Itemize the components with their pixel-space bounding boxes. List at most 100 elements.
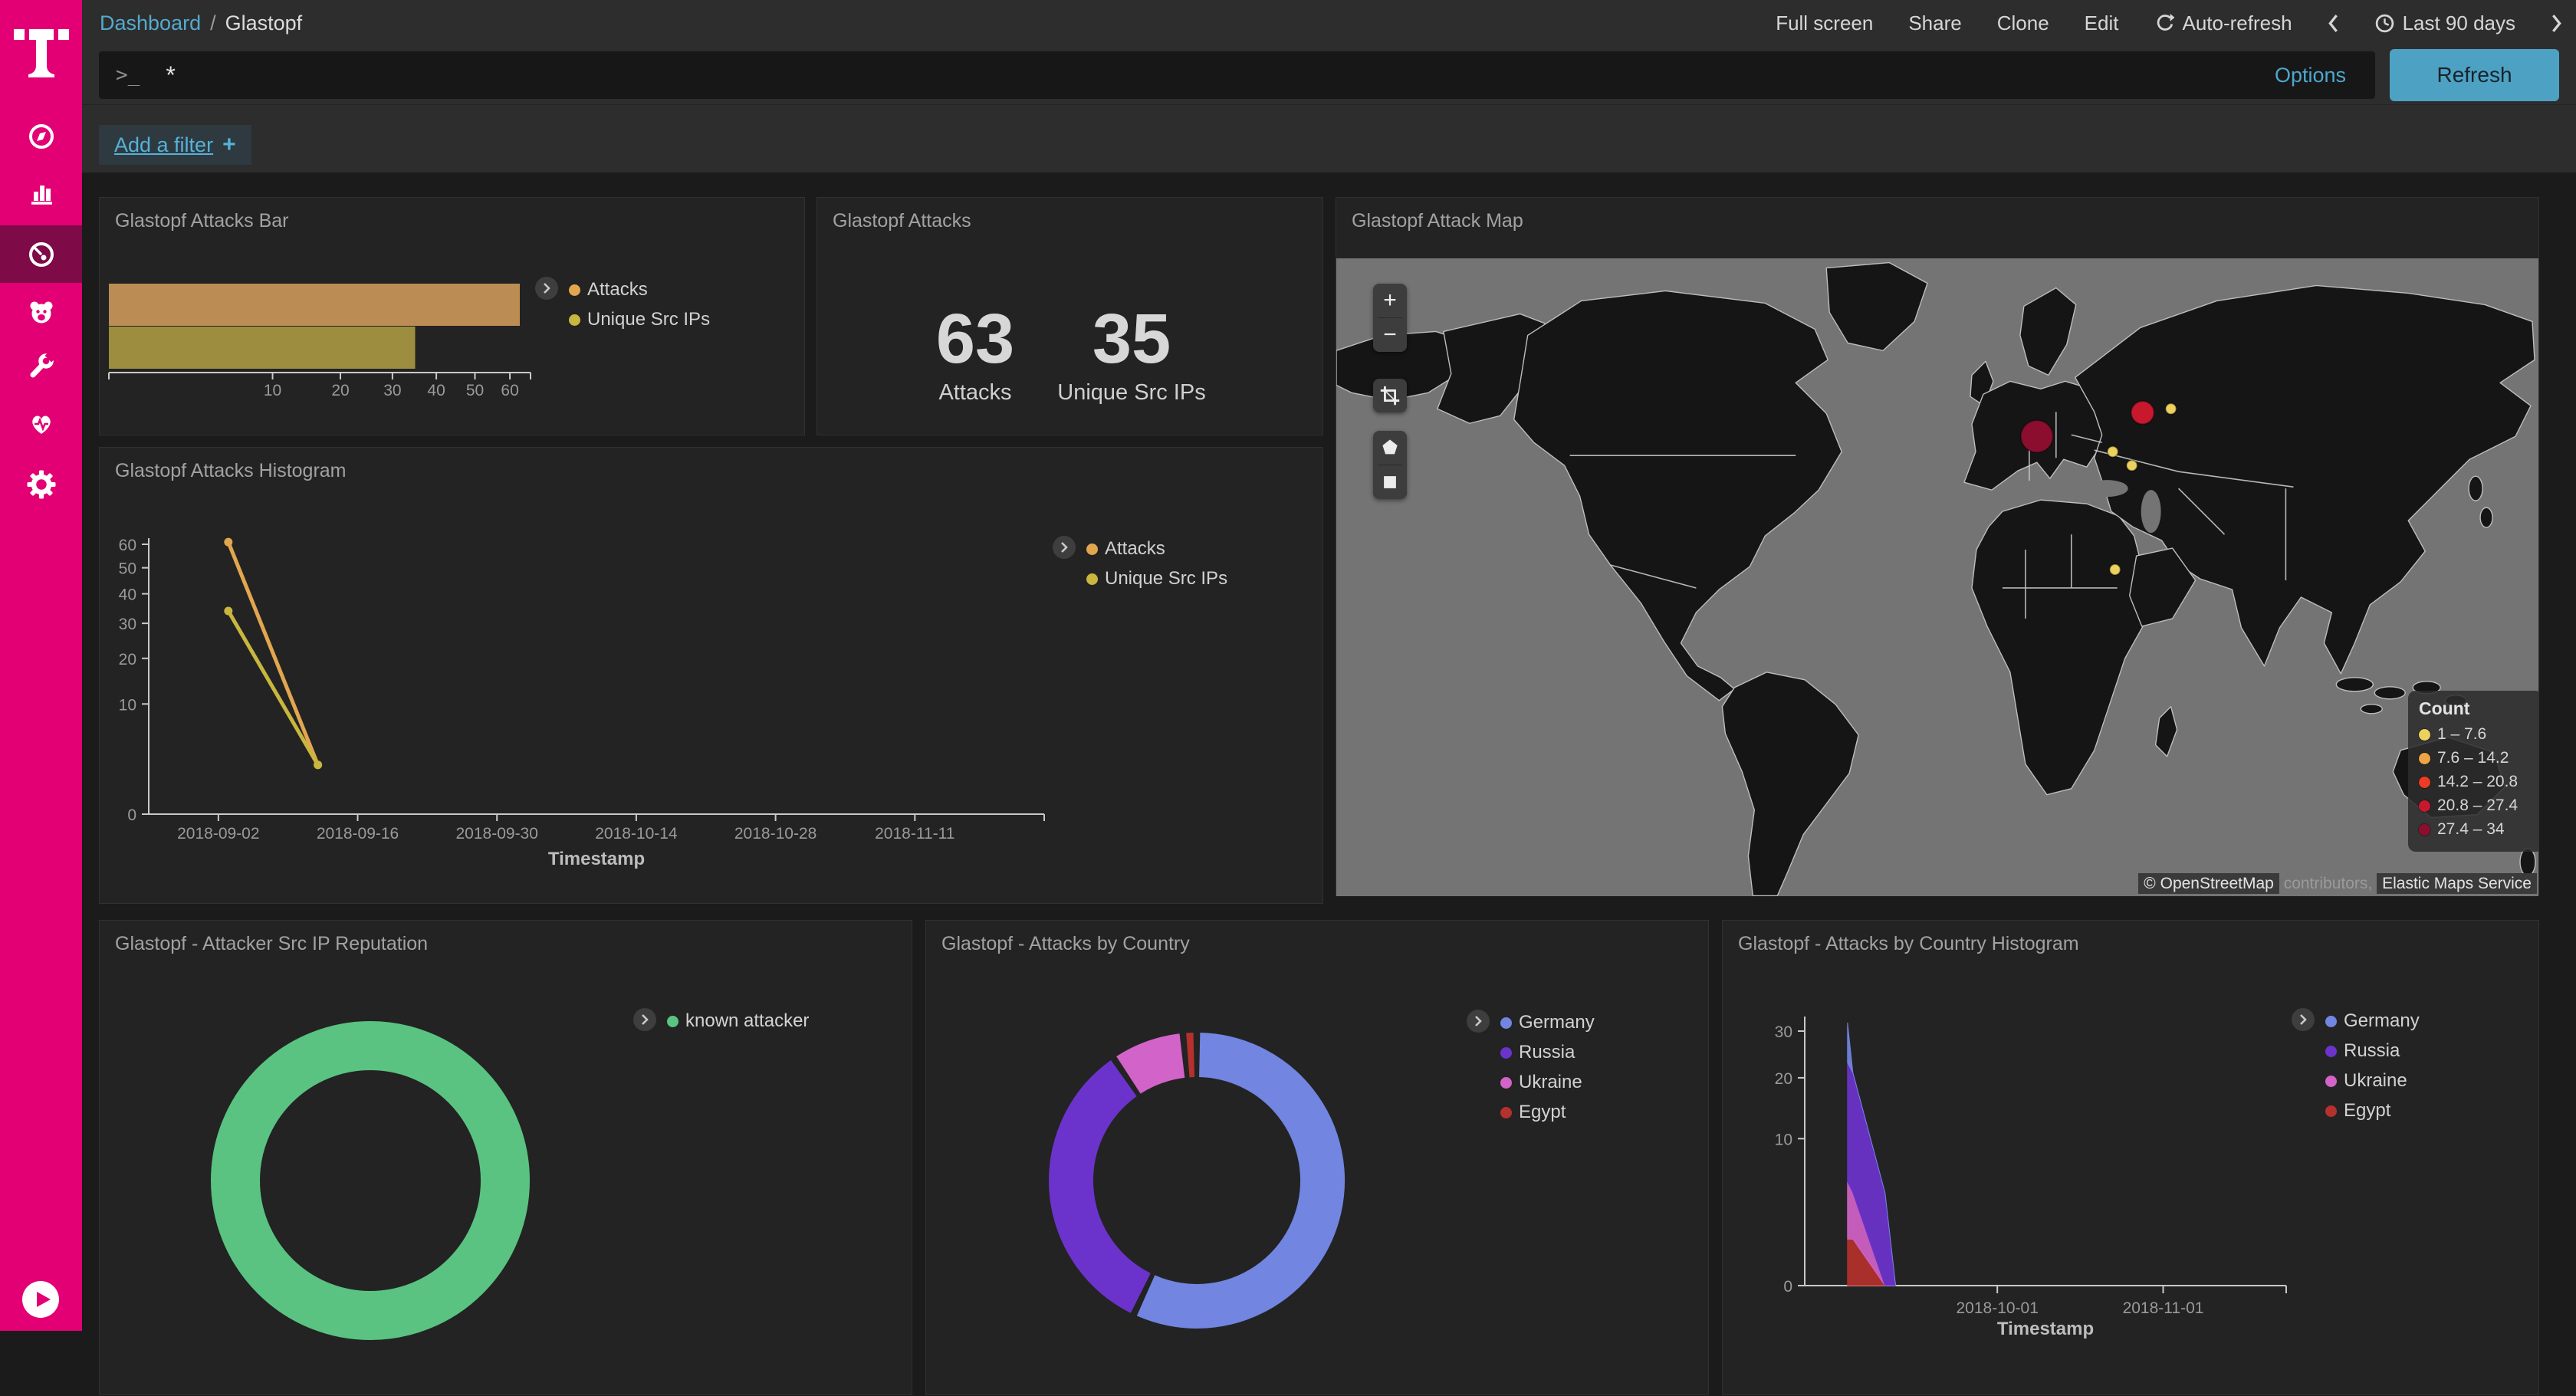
legend-item[interactable]: Egypt: [2325, 1100, 2420, 1122]
bucket-color-dot: [2419, 800, 2430, 812]
legend-item[interactable]: Russia: [1500, 1042, 1595, 1063]
world-map-svg: [1336, 261, 2536, 896]
legend-item[interactable]: Unique Src IPs: [1086, 568, 1227, 590]
legend-item[interactable]: Germany: [1500, 1012, 1595, 1033]
legend-label[interactable]: Unique Src IPs: [1105, 568, 1228, 589]
legend-label[interactable]: Germany: [2344, 1010, 2420, 1031]
filter-bar: Add a filter +: [82, 105, 2576, 172]
panel-src-ip-reputation: Glastopf - Attacker Src IP Reputation kn…: [99, 920, 912, 1395]
draw-polygon-button[interactable]: [1373, 431, 1407, 465]
legend-toggle-button[interactable]: [1467, 1010, 1490, 1033]
svg-text:2018-10-28: 2018-10-28: [734, 825, 816, 843]
osm-attribution-link[interactable]: © OpenStreetMap: [2138, 873, 2279, 894]
legend-item[interactable]: Unique Src IPs: [569, 309, 710, 330]
legend-color-dot: [2325, 1045, 2337, 1057]
sidebar-item-monitoring[interactable]: [0, 397, 82, 451]
sidebar-item-discover[interactable]: [0, 110, 82, 163]
time-range-picker[interactable]: Last 90 days: [2374, 11, 2515, 35]
sidebar-item-management[interactable]: [0, 458, 82, 511]
share-button[interactable]: Share: [1908, 11, 1962, 34]
map-attack-dot[interactable]: [2130, 400, 2155, 425]
map-draw-controls: [1373, 431, 1407, 499]
legend-label[interactable]: Unique Src IPs: [587, 309, 711, 330]
svg-text:30: 30: [1775, 1023, 1792, 1041]
clone-button[interactable]: Clone: [1996, 11, 2049, 34]
draw-rectangle-button[interactable]: [1373, 465, 1407, 499]
search-input[interactable]: >_ * Options: [99, 51, 2375, 99]
map-attack-dot[interactable]: [2019, 419, 2054, 454]
compass-icon: [28, 124, 54, 149]
sidebar-expand-button[interactable]: [22, 1281, 59, 1318]
panel-attacks-metric: Glastopf Attacks 63 Attacks 35 Unique Sr…: [816, 197, 1323, 435]
legend-item[interactable]: Attacks: [1086, 538, 1227, 560]
full-screen-button[interactable]: Full screen: [1776, 11, 1874, 34]
legend-item[interactable]: known attacker: [667, 1010, 809, 1032]
legend-item[interactable]: Ukraine: [1500, 1072, 1595, 1093]
time-forward-button[interactable]: [2551, 13, 2562, 34]
legend-item[interactable]: Attacks: [569, 279, 710, 301]
panel-attacks-bar: Glastopf Attacks Bar 10 20 30 40 50 60 Attack…: [99, 197, 805, 435]
sidebar-item-t-pot[interactable]: [0, 285, 82, 339]
legend-label[interactable]: Ukraine: [1519, 1072, 1582, 1092]
add-filter-button[interactable]: Add a filter +: [99, 125, 251, 165]
legend-item[interactable]: Egypt: [1500, 1102, 1595, 1123]
telekom-logo[interactable]: [14, 9, 69, 86]
legend-toggle-button[interactable]: [2292, 1008, 2315, 1031]
map-fit-bounds-button[interactable]: [1373, 379, 1407, 412]
legend-label[interactable]: Russia: [1519, 1042, 1576, 1063]
map-fit-control: [1373, 379, 1407, 412]
elastic-maps-attribution-link[interactable]: Elastic Maps Service: [2377, 873, 2537, 894]
attribution-text: contributors,: [2279, 875, 2377, 892]
legend-toggle-button[interactable]: [1053, 536, 1076, 559]
sidebar-item-visualize[interactable]: [0, 166, 82, 219]
square-icon: [1384, 476, 1396, 488]
panel-country-histogram: Glastopf - Attacks by Country Histogram …: [1722, 920, 2539, 1395]
legend-item[interactable]: Ukraine: [2325, 1070, 2420, 1092]
map-zoom-in-button[interactable]: +: [1383, 287, 1397, 313]
legend-item[interactable]: Germany: [2325, 1010, 2420, 1032]
sidebar-item-dev-tools[interactable]: [0, 340, 82, 393]
top-menu: Full screen Share Clone Edit Auto-refres…: [1776, 0, 2562, 46]
map-legend-item: 7.6 – 14.2: [2419, 749, 2532, 767]
legend-label[interactable]: Germany: [1519, 1012, 1595, 1033]
map-attack-dot[interactable]: [2125, 459, 2138, 472]
legend-toggle-button[interactable]: [633, 1008, 656, 1031]
svg-text:10: 10: [264, 382, 281, 399]
map-attack-dot[interactable]: [2164, 402, 2177, 416]
map-attack-dot[interactable]: [2106, 445, 2119, 458]
legend-label[interactable]: Ukraine: [2344, 1070, 2407, 1091]
legend-label[interactable]: Attacks: [587, 279, 648, 300]
map-zoom-out-button[interactable]: −: [1383, 322, 1397, 347]
legend-item[interactable]: Russia: [2325, 1040, 2420, 1062]
refresh-button[interactable]: Refresh: [2390, 49, 2559, 101]
panel-title: Glastopf Attack Map: [1352, 210, 1523, 232]
legend-label[interactable]: Russia: [2344, 1040, 2400, 1061]
svg-text:50: 50: [119, 560, 136, 578]
svg-text:0: 0: [1783, 1278, 1792, 1296]
chart-legend: Attacks Unique Src IPs: [1053, 536, 1227, 590]
legend-label[interactable]: known attacker: [685, 1010, 810, 1031]
panel-title: Glastopf - Attacker Src IP Reputation: [115, 933, 429, 954]
query-options-link[interactable]: Options: [2274, 63, 2346, 87]
svg-text:20: 20: [331, 382, 349, 399]
map-legend-title: Count: [2419, 698, 2470, 718]
edit-button[interactable]: Edit: [2084, 11, 2119, 34]
query-value[interactable]: *: [166, 61, 176, 89]
chart-legend: Germany Russia Ukraine Egypt: [2292, 1008, 2420, 1122]
legend-label[interactable]: Egypt: [2344, 1100, 2391, 1121]
auto-refresh-button[interactable]: Auto-refresh: [2154, 11, 2292, 35]
map-zoom-controls: + −: [1373, 284, 1407, 352]
legend-label[interactable]: Attacks: [1105, 538, 1165, 559]
svg-text:2018-10-01: 2018-10-01: [1956, 1299, 2038, 1317]
time-back-button[interactable]: [2328, 13, 2339, 34]
world-map[interactable]: + −: [1336, 258, 2538, 896]
sidebar-item-dashboard[interactable]: [0, 225, 82, 283]
breadcrumb-separator: /: [210, 11, 216, 34]
legend-label[interactable]: Egypt: [1519, 1102, 1566, 1122]
legend-toggle-button[interactable]: [535, 277, 558, 300]
map-attack-dot[interactable]: [2108, 563, 2121, 576]
breadcrumb-dashboard-link[interactable]: Dashboard: [100, 11, 202, 34]
telekom-t-icon: [14, 29, 69, 77]
add-filter-label[interactable]: Add a filter: [114, 133, 214, 156]
